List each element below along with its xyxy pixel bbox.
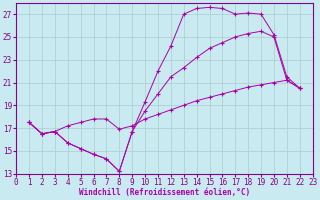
X-axis label: Windchill (Refroidissement éolien,°C): Windchill (Refroidissement éolien,°C) (79, 188, 250, 197)
